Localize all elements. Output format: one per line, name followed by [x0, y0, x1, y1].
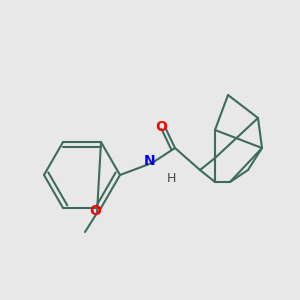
Text: N: N — [144, 154, 156, 168]
Text: H: H — [166, 172, 176, 184]
Text: O: O — [155, 120, 167, 134]
Text: O: O — [89, 204, 101, 218]
